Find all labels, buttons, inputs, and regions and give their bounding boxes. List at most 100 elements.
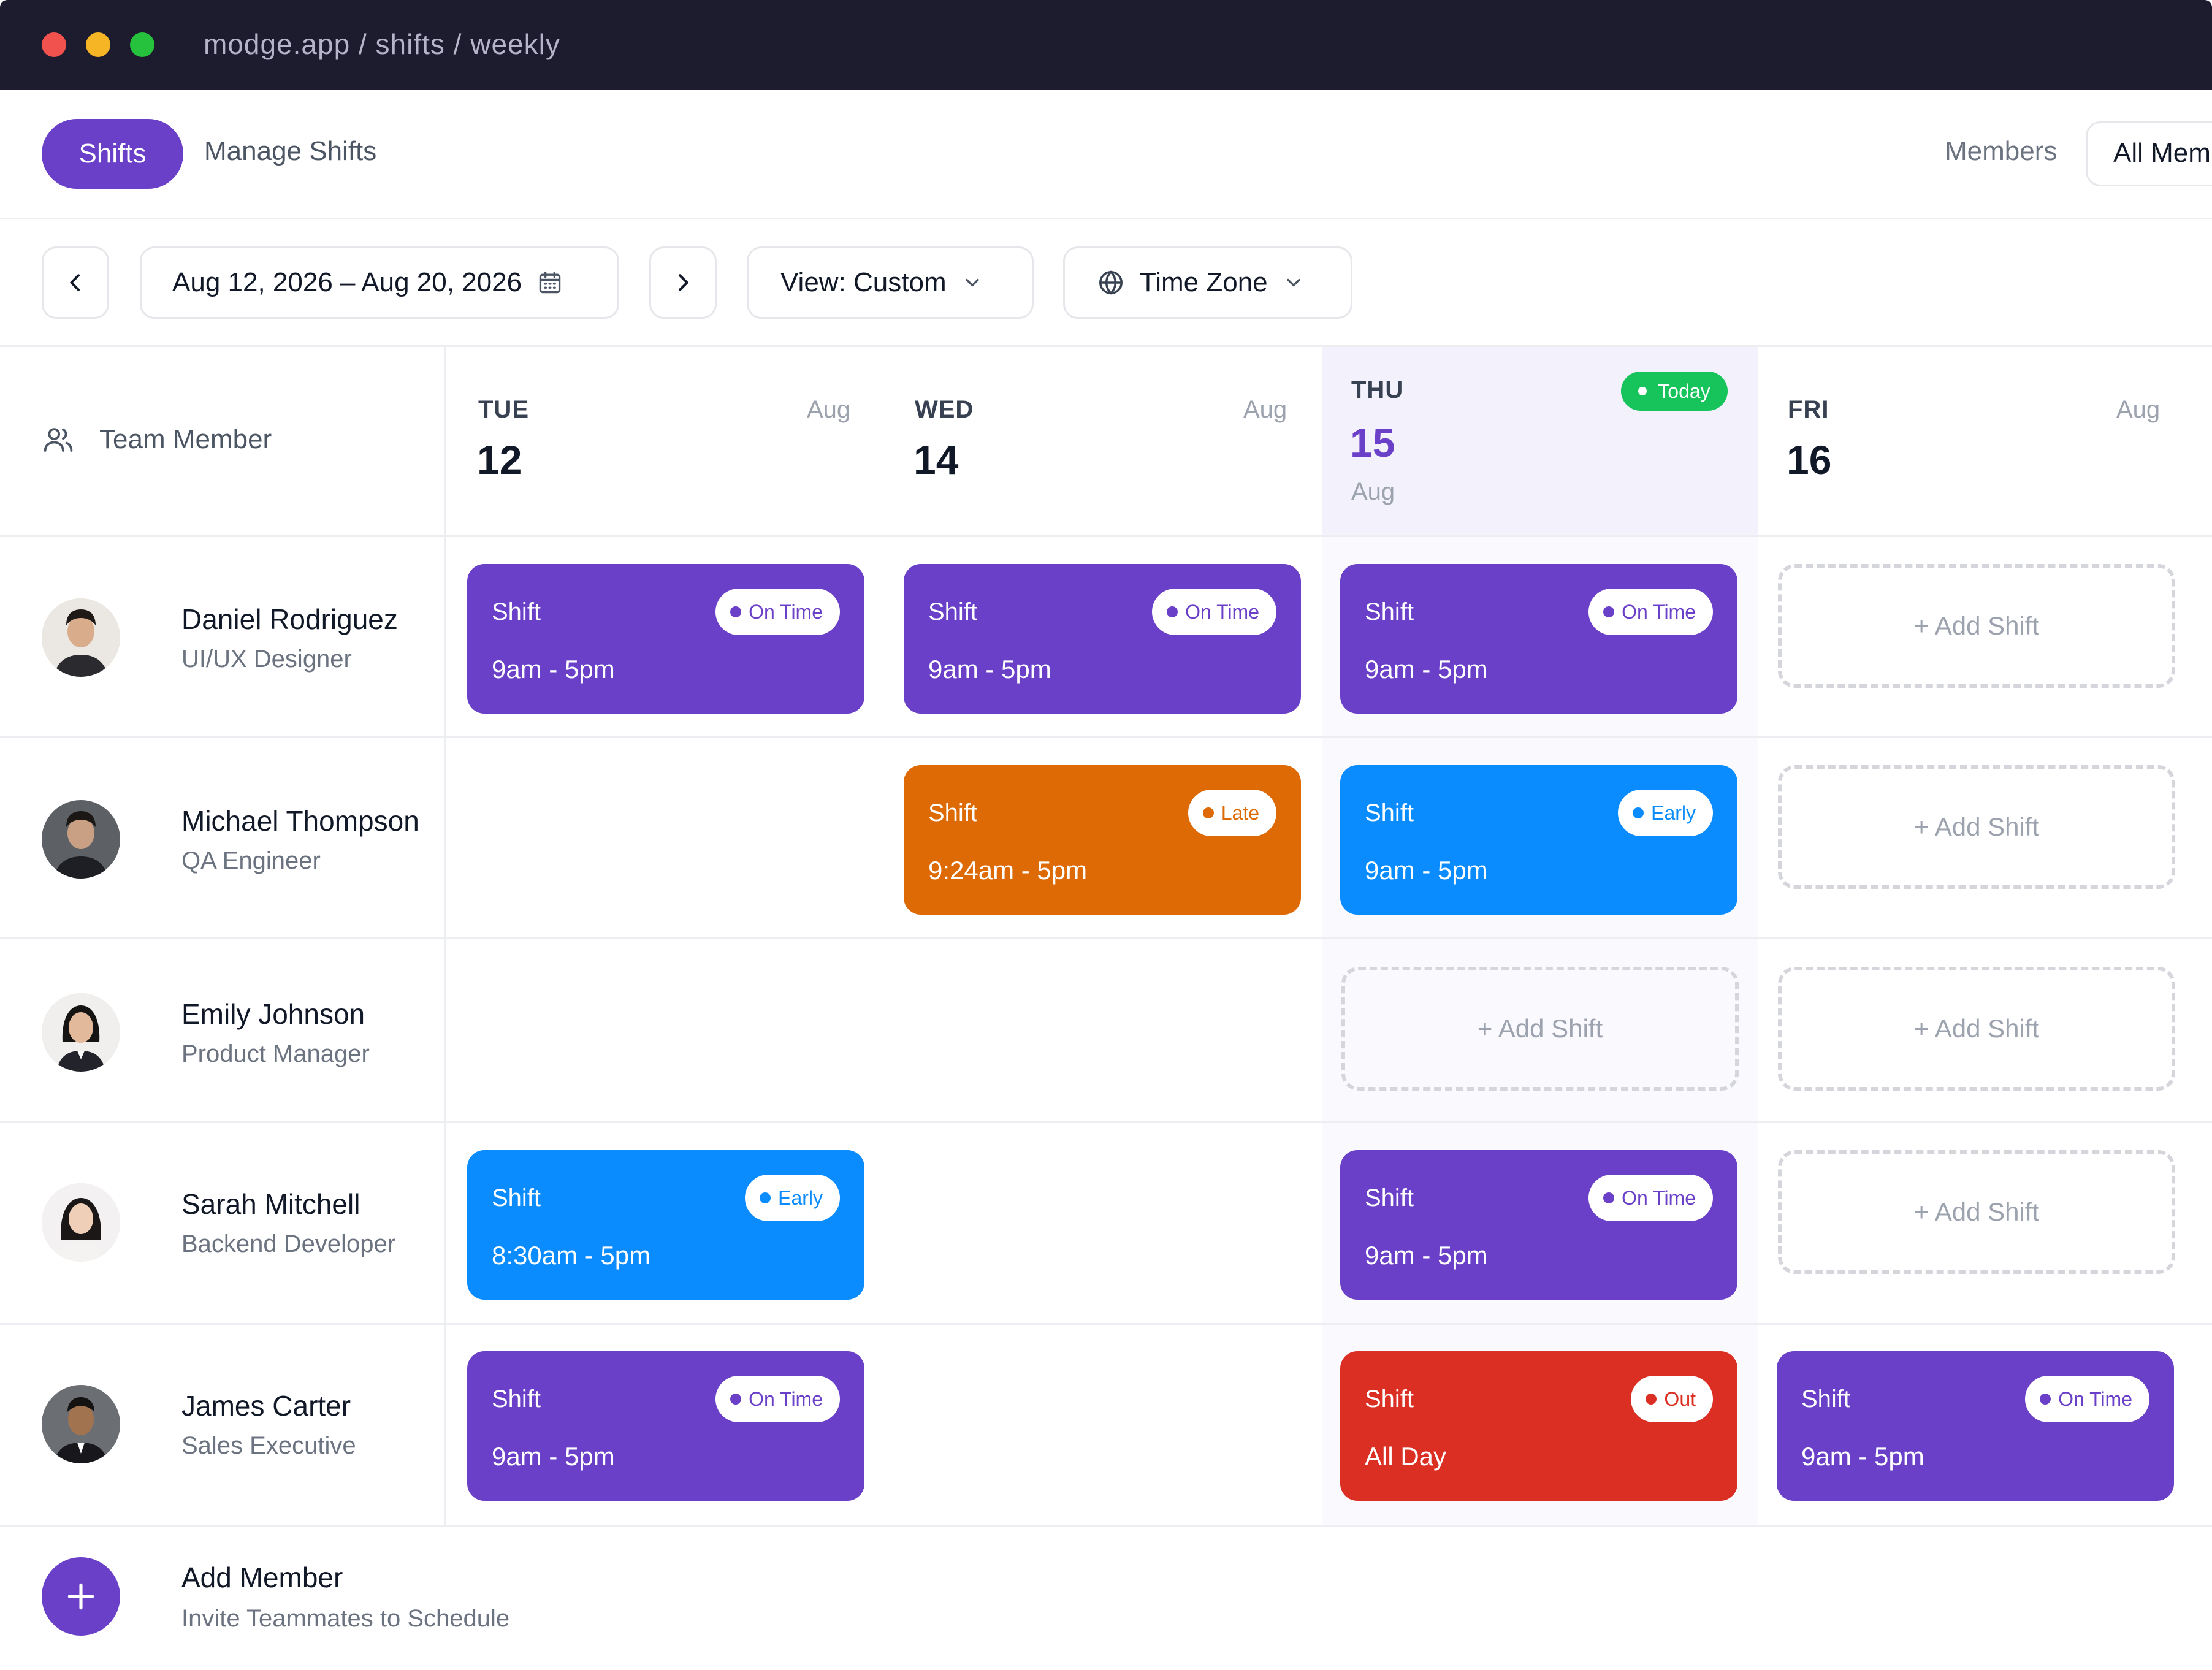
add-shift-button[interactable]: + Add Shift (1778, 765, 2175, 889)
shift-time: 9am - 5pm (492, 655, 615, 684)
day-header-name: FRI (1788, 396, 1829, 423)
today-day-number: 15 (1350, 420, 1395, 465)
shift-time: All Day (1365, 1442, 1447, 1471)
maximize-window-dot[interactable] (130, 32, 154, 57)
url-breadcrumb: modge.app / shifts / weekly (204, 28, 560, 60)
shift-title: Shift (1801, 1386, 1851, 1413)
status-dot-icon (730, 1394, 742, 1405)
member-row-michael-thompson[interactable]: Michael Thompson QA Engineer (42, 800, 419, 879)
plus-icon (67, 1583, 94, 1610)
close-window-dot[interactable] (42, 32, 66, 57)
chevron-left-icon (70, 274, 80, 291)
shift-title: Shift (492, 1386, 541, 1413)
add-member-button[interactable] (42, 1557, 120, 1636)
status-badge: On Time (1152, 589, 1276, 635)
shift-card[interactable]: Shift On Time 9am - 5pm (1340, 564, 1737, 714)
member-role: QA Engineer (181, 847, 321, 874)
tab-shifts[interactable]: Shifts (42, 119, 183, 189)
members-filter-select[interactable]: All Members (2086, 121, 2212, 186)
shift-time: 8:30am - 5pm (492, 1241, 651, 1270)
day-header-number: 14 (913, 437, 959, 482)
status-badge-label: Late (1221, 801, 1259, 824)
timezone-select[interactable]: Time Zone (1063, 246, 1352, 319)
shift-card[interactable]: Shift On Time 9am - 5pm (904, 564, 1301, 714)
shift-time: 9am - 5pm (1365, 856, 1488, 885)
date-range-picker[interactable]: Aug 12, 2026 – Aug 20, 2026 (140, 246, 619, 319)
day-header-month: Aug (1351, 478, 1395, 505)
schedule-toolbar: Aug 12, 2026 – Aug 20, 2026 View: Custom… (0, 219, 2212, 347)
shift-card[interactable]: Shift On Time 9am - 5pm (1340, 1150, 1737, 1300)
calendar-icon (539, 271, 561, 294)
add-shift-button[interactable]: + Add Shift (1341, 967, 1739, 1091)
shift-title: Shift (1365, 1386, 1414, 1413)
member-row-daniel-rodriguez[interactable]: Daniel Rodriguez UI/UX Designer (42, 598, 398, 677)
row-divider (0, 937, 2212, 939)
status-badge: On Time (715, 1376, 840, 1422)
person-avatar-icon (42, 598, 120, 677)
status-badge-label: On Time (749, 600, 823, 623)
person-avatar-icon (42, 993, 120, 1072)
avatar (42, 598, 120, 677)
add-member-subtitle: Invite Teammates to Schedule (181, 1604, 510, 1632)
shift-title: Shift (928, 598, 978, 625)
shift-time: 9am - 5pm (928, 655, 1051, 684)
add-member-row: Add Member Invite Teammates to Schedule (42, 1557, 509, 1636)
member-column-divider (444, 347, 446, 1525)
row-divider (0, 736, 2212, 738)
add-member-title[interactable]: Add Member (181, 1561, 343, 1593)
view-select[interactable]: View: Custom (747, 246, 1034, 319)
status-dot-icon (2040, 1394, 2051, 1405)
minimize-window-dot[interactable] (86, 32, 110, 57)
shift-title: Shift (928, 799, 978, 826)
member-row-james-carter[interactable]: James Carter Sales Executive (42, 1385, 356, 1463)
shift-card[interactable]: Shift Out All Day (1340, 1351, 1737, 1501)
status-dot-icon (1633, 807, 1644, 818)
add-shift-button[interactable]: + Add Shift (1778, 564, 2175, 688)
shift-card[interactable]: Shift Late 9:24am - 5pm (904, 765, 1301, 915)
row-divider (0, 1121, 2212, 1123)
member-name: Sarah Mitchell (181, 1188, 360, 1220)
status-badge: On Time (715, 589, 840, 635)
day-header-name: WED (915, 396, 974, 423)
status-dot-icon (730, 606, 742, 617)
day-header-number: 16 (1787, 437, 1832, 482)
shift-title: Shift (1365, 1184, 1414, 1211)
shift-title: Shift (1365, 598, 1414, 625)
shift-card[interactable]: Shift On Time 9am - 5pm (1777, 1351, 2174, 1501)
member-row-sarah-mitchell[interactable]: Sarah Mitchell Backend Developer (42, 1183, 395, 1262)
chevron-down-icon (965, 278, 979, 287)
status-badge: On Time (1588, 589, 1713, 635)
shift-card[interactable]: Shift On Time 9am - 5pm (467, 564, 864, 714)
add-shift-button[interactable]: + Add Shift (1778, 967, 2175, 1091)
team-member-label: Team Member (99, 424, 272, 454)
status-badge: Early (1618, 790, 1713, 836)
today-badge: Today (1621, 372, 1728, 411)
day-header-month: Aug (807, 396, 851, 423)
person-avatar-icon (42, 1385, 120, 1463)
app-header: Shifts Manage Shifts Members All Members (0, 90, 2212, 219)
day-header-month: Aug (1243, 396, 1287, 423)
shift-card[interactable]: Shift Early 9am - 5pm (1340, 765, 1737, 915)
shift-card[interactable]: Shift On Time 9am - 5pm (467, 1351, 864, 1501)
member-role: Sales Executive (181, 1432, 356, 1459)
status-dot-icon (1167, 606, 1178, 617)
member-row-emily-johnson[interactable]: Emily Johnson Product Manager (42, 993, 370, 1072)
tab-manage-shifts[interactable]: Manage Shifts (204, 136, 377, 166)
day-header-month: Aug (2116, 396, 2161, 423)
status-badge: Out (1631, 1376, 1713, 1422)
browser-titlebar: modge.app / shifts / weekly (0, 0, 2212, 90)
status-dot-icon (1603, 606, 1615, 617)
status-badge-label: On Time (1622, 600, 1696, 623)
next-week-button[interactable] (649, 246, 717, 319)
member-role: Backend Developer (181, 1230, 396, 1257)
shift-title: Shift (492, 598, 541, 625)
add-shift-button[interactable]: + Add Shift (1778, 1150, 2175, 1274)
date-range-text: Aug 12, 2026 – Aug 20, 2026 (172, 267, 522, 297)
users-icon (44, 428, 73, 452)
previous-week-button[interactable] (42, 246, 109, 319)
shift-time: 9am - 5pm (1365, 1241, 1488, 1270)
row-divider (0, 1323, 2212, 1325)
shift-card[interactable]: Shift Early 8:30am - 5pm (467, 1150, 864, 1300)
avatar (42, 1385, 120, 1463)
member-role: Product Manager (181, 1040, 370, 1067)
